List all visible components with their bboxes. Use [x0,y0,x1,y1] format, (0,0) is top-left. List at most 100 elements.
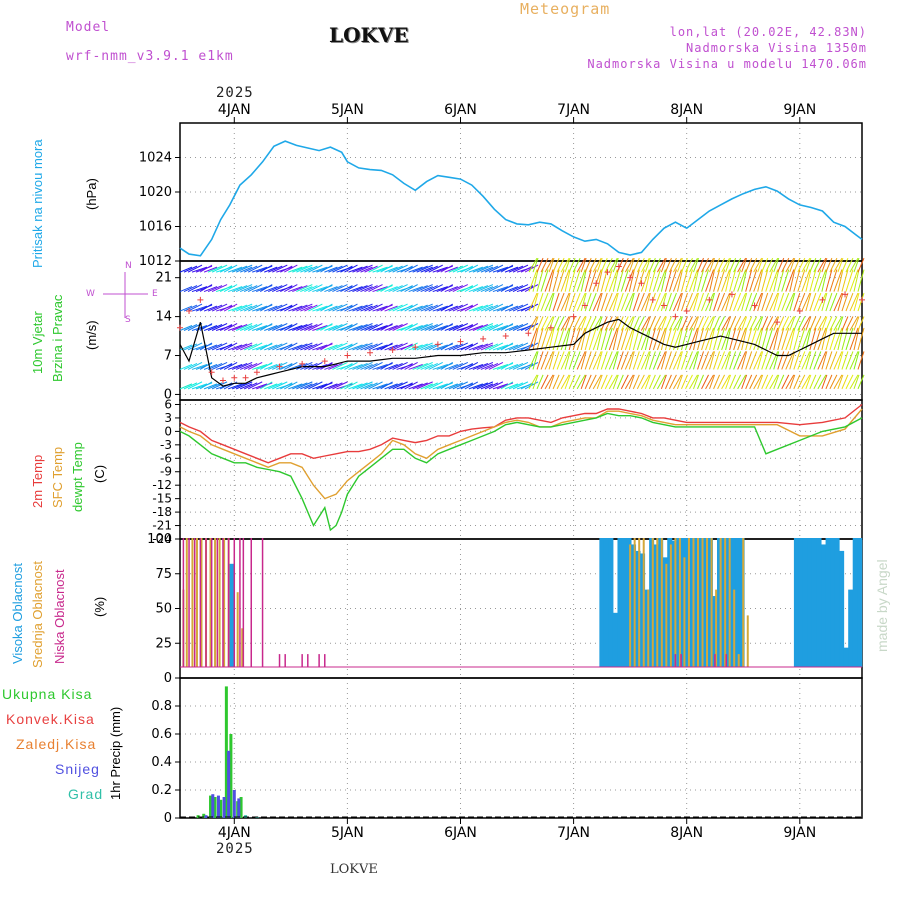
wind-barb [428,323,443,331]
wind-barb [183,382,198,390]
wind-barb [668,351,677,370]
wind-barb [544,257,554,273]
wind-barb [259,381,273,390]
wind-barb [644,327,651,351]
wind-barb [231,285,248,293]
wind-barb [592,374,602,390]
wind-barb [813,351,822,370]
wind-barb [404,284,418,293]
wind-barb [628,351,635,370]
wind-barb [849,257,859,273]
wind-barb [841,269,849,292]
wind-barb [191,305,208,312]
x-tick-label-top: 8JAN [670,102,703,118]
wind-barb [288,286,303,293]
wind-barb [360,305,373,312]
wind-barb [857,351,865,370]
wind-barb [857,374,865,390]
wind-barb [797,257,806,273]
wind-barb [833,351,843,370]
wind-barb [600,292,608,312]
wind-barb [392,303,408,312]
wind-barb [749,292,758,312]
wind-barb [817,374,827,390]
wind-barb [761,374,769,390]
wind-barb [264,325,278,331]
cloud-bar [599,538,605,667]
wind-barb [259,323,273,331]
wind-barb [572,351,581,370]
wind-barb [592,292,602,312]
wind-barb [468,344,484,351]
wind-barb [183,362,198,370]
wind-barb [640,316,650,331]
wind-barb [737,327,747,351]
wind-barb [729,292,737,312]
wind-barb [247,361,263,370]
wind-barb [745,257,753,273]
wind-barb [829,374,838,390]
wind-barb [576,269,586,292]
wind-barb [420,266,433,273]
wind-barb [612,292,619,312]
wind-barb [576,292,586,312]
wind-barb [652,257,661,273]
cloud-bar [185,538,188,667]
wind-barb [749,327,758,351]
cloud-bar [653,544,659,667]
wind-barb [540,351,549,370]
wind-barb [344,284,358,293]
wind-barb [841,257,849,273]
dewpt-line [179,412,863,532]
cloud-bar [649,538,655,667]
gust-marker [859,296,865,303]
wind-barb [296,264,313,273]
wind-barb [693,327,699,351]
wind-barb [528,327,538,351]
wind-barb [741,269,748,292]
wind-barb [636,316,645,331]
precip-bar [211,794,215,818]
wind-barb [761,316,769,331]
wind-barb [636,327,645,351]
wind-barb [757,351,764,370]
wind-barb [600,374,608,390]
wind-barb [332,284,348,293]
wind-barb [480,286,494,293]
wind-barb [765,327,774,351]
wind-barb [476,303,494,312]
wind-barb [440,342,454,351]
cloud-bar [621,538,627,667]
wind-barb [689,257,698,273]
wind-barb [717,257,726,273]
wind-barb [636,351,645,370]
wind-barb [612,257,619,273]
wind-barb [404,264,418,273]
wind-barb [207,265,223,273]
wind-barb [356,284,373,293]
cloud-bar [811,538,817,667]
wind-barb [733,327,742,351]
wind-barb [793,257,801,273]
wind-barb [207,304,223,312]
wind-barb [324,383,338,390]
wind-barb [685,351,693,370]
wind-barb [548,257,555,273]
gust-marker [208,369,215,376]
wind-barb [231,362,248,370]
wind-barb [235,303,253,312]
wind-barb [837,257,844,273]
wind-barb [616,327,624,351]
wind-barb [203,325,218,331]
wind-barb [556,351,565,370]
wind-barb [580,257,587,273]
wind-barb [191,383,208,390]
wind-barb [817,257,827,273]
wind-barb [231,324,248,331]
cloud-bar [671,540,677,667]
wind-barb [652,269,661,292]
cloud-bar [839,550,845,667]
wind-barb [544,374,554,390]
wind-barb [789,292,796,312]
wind-barb [765,257,774,273]
